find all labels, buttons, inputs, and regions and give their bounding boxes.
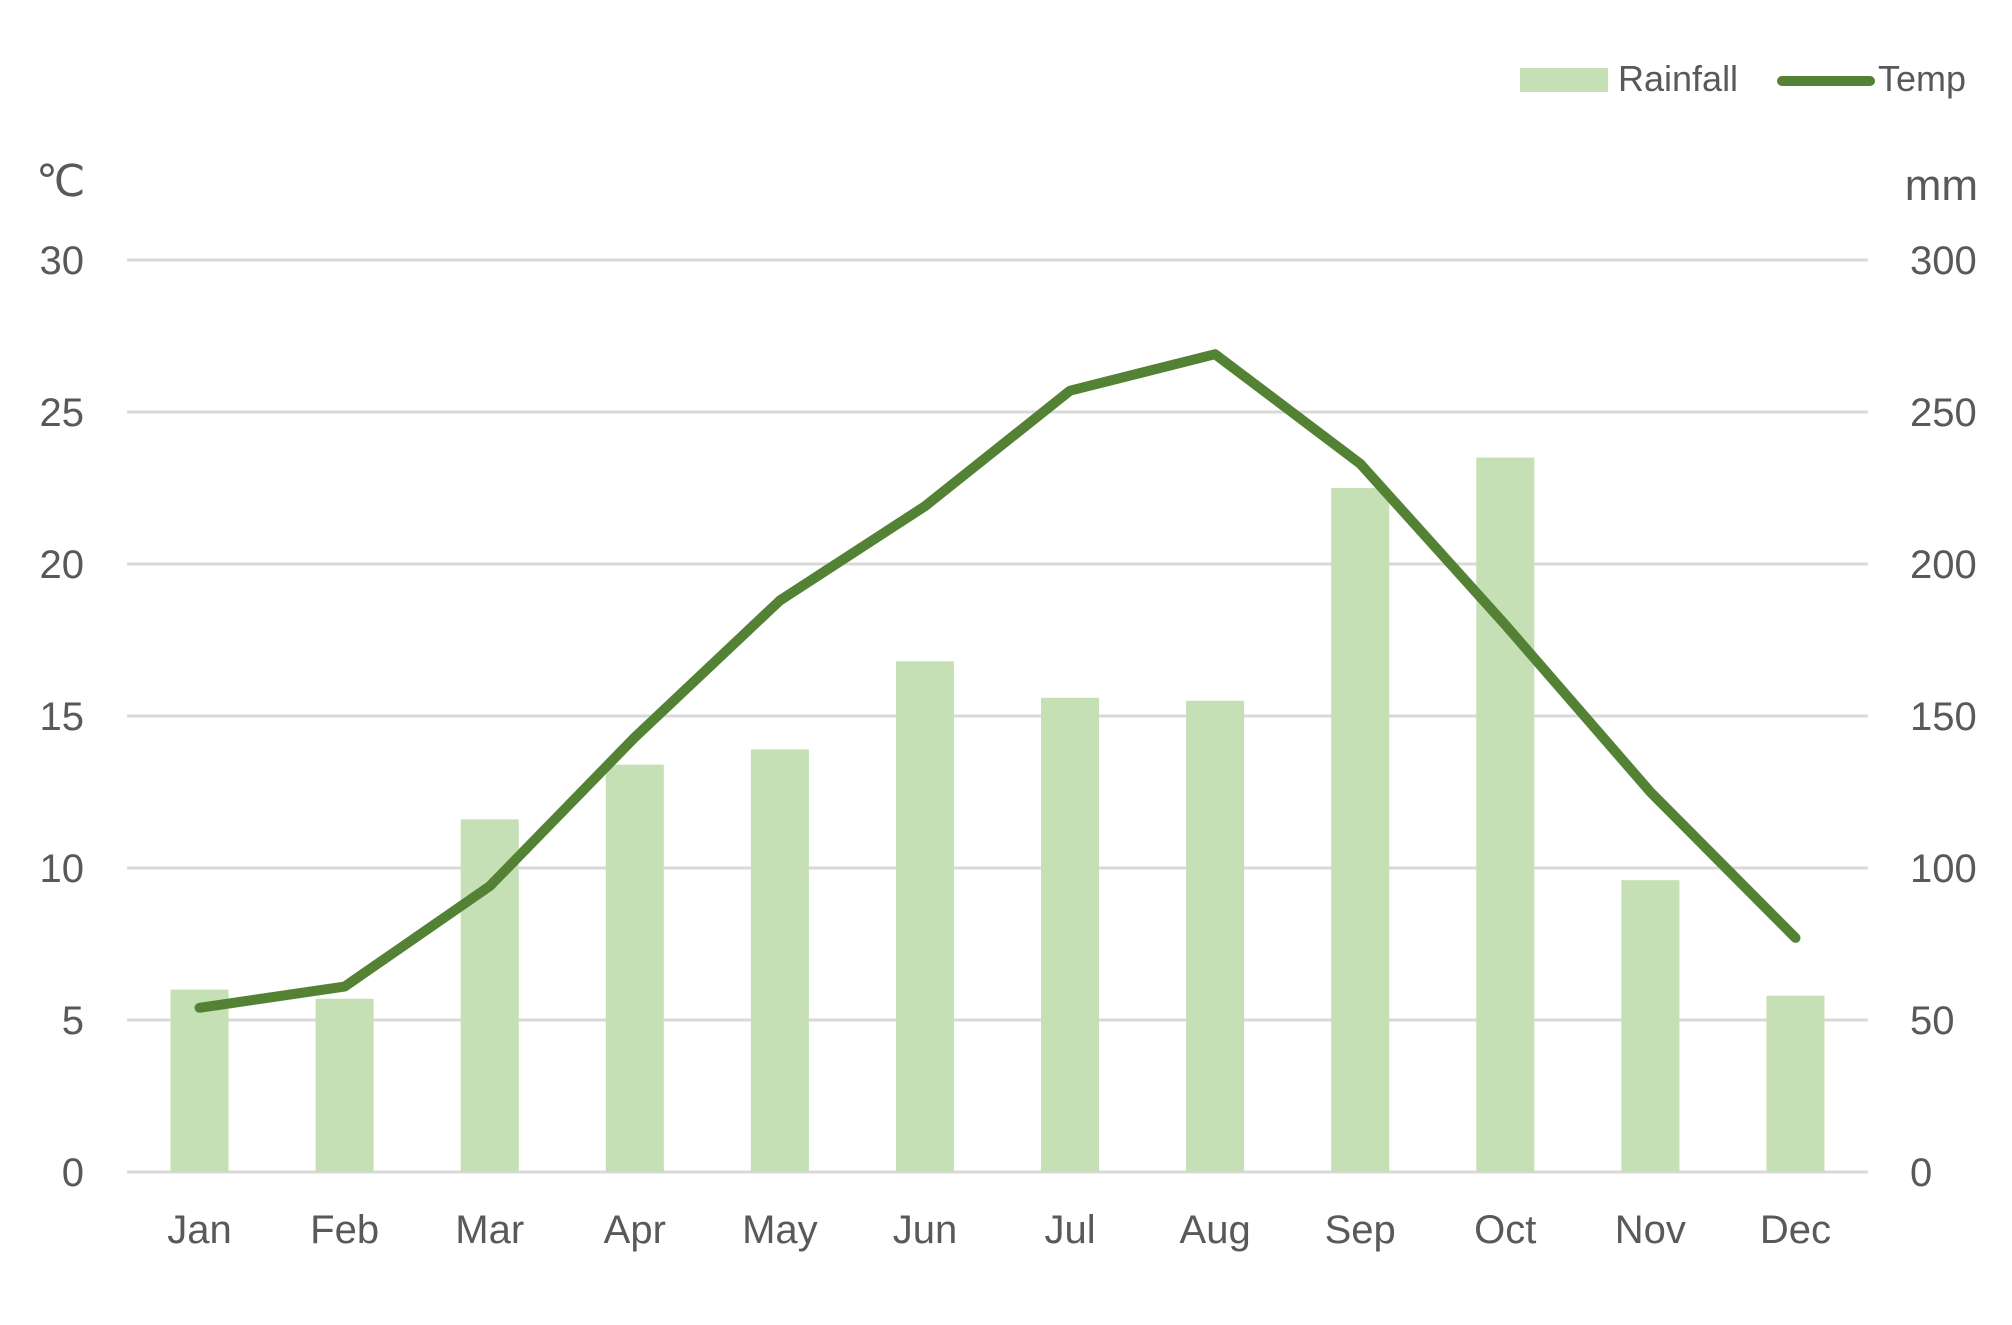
- left-tick-label: 0: [62, 1151, 84, 1195]
- temp-point-apr: [633, 736, 636, 739]
- x-tick-label-feb: Feb: [310, 1208, 379, 1252]
- temp-line-group: [194, 349, 1801, 1013]
- x-tick-label-may: May: [742, 1208, 818, 1252]
- rainfall-bar-jun: [895, 661, 954, 1172]
- left-axis-unit: ℃: [36, 157, 85, 206]
- temp-point-nov: [1649, 791, 1652, 793]
- rainfall-bars: [170, 457, 1825, 1173]
- x-tick-label-mar: Mar: [455, 1208, 524, 1252]
- temp-point-sep: [1359, 462, 1362, 465]
- right-tick-label: 150: [1910, 695, 1977, 739]
- x-axis-ticks: Jan Feb Mar Apr May Jun Jul Aug Sep Oct Nov Dec: [167, 1208, 1831, 1252]
- x-tick-label-dec: Dec: [1760, 1208, 1831, 1252]
- rainfall-bar-oct: [1476, 457, 1535, 1173]
- left-tick-label: 10: [40, 847, 85, 891]
- x-tick-label-apr: Apr: [604, 1208, 666, 1252]
- left-tick-label: 15: [40, 695, 85, 739]
- rainfall-bar-nov: [1621, 880, 1680, 1172]
- rainfall-bar-jul: [1041, 697, 1100, 1172]
- x-tick-label-jun: Jun: [893, 1208, 958, 1252]
- legend-rainfall-label: Rainfall: [1618, 58, 1738, 99]
- right-tick-label: 250: [1910, 391, 1977, 435]
- right-tick-label: 100: [1910, 847, 1977, 891]
- legend: Rainfall Temp: [1520, 58, 1966, 99]
- gridlines: [127, 258, 1868, 1174]
- rainfall-bar-apr: [605, 764, 664, 1172]
- left-tick-label: 30: [40, 239, 85, 283]
- legend-temp-label: Temp: [1878, 58, 1966, 99]
- left-tick-label: 20: [40, 543, 85, 587]
- rainfall-bar-dec: [1766, 995, 1825, 1172]
- right-tick-label: 0: [1910, 1151, 1932, 1195]
- temp-point-feb: [343, 985, 346, 988]
- temp-point-oct: [1504, 623, 1507, 626]
- right-tick-label: 200: [1910, 543, 1977, 587]
- rainfall-bar-aug: [1186, 700, 1245, 1172]
- left-axis-ticks: 0 5 10 15 20 25 30: [40, 239, 85, 1195]
- right-axis-ticks: 0 50 100 150 200 250 300: [1910, 239, 1977, 1195]
- rainfall-bar-jan: [170, 989, 229, 1172]
- temp-point-jul: [1069, 389, 1072, 392]
- temp-point-aug: [1214, 353, 1217, 356]
- rainfall-bar-feb: [315, 998, 374, 1172]
- left-tick-label: 25: [40, 391, 85, 435]
- rainfall-bar-mar: [460, 819, 519, 1172]
- rainfall-bar-sep: [1331, 488, 1390, 1172]
- temp-point-may: [778, 599, 781, 602]
- right-axis-unit: mm: [1905, 161, 1978, 210]
- x-tick-label-sep: Sep: [1325, 1208, 1396, 1252]
- x-tick-label-oct: Oct: [1474, 1208, 1536, 1252]
- x-tick-label-jul: Jul: [1044, 1208, 1095, 1252]
- rainfall-bar-may: [750, 749, 809, 1172]
- temp-line: [194, 349, 1801, 1013]
- legend-rainfall-swatch: [1520, 68, 1608, 92]
- temp-point-dec: [1794, 936, 1797, 939]
- temp-point-jun: [923, 505, 926, 508]
- right-tick-label: 50: [1910, 999, 1955, 1043]
- temp-point-mar: [488, 885, 491, 888]
- x-tick-label-jan: Jan: [167, 1208, 232, 1252]
- right-tick-label: 300: [1910, 239, 1977, 283]
- left-tick-label: 5: [62, 999, 84, 1043]
- x-tick-label-nov: Nov: [1615, 1208, 1686, 1252]
- temp-point-jan: [198, 1006, 201, 1009]
- x-tick-label-aug: Aug: [1180, 1208, 1251, 1252]
